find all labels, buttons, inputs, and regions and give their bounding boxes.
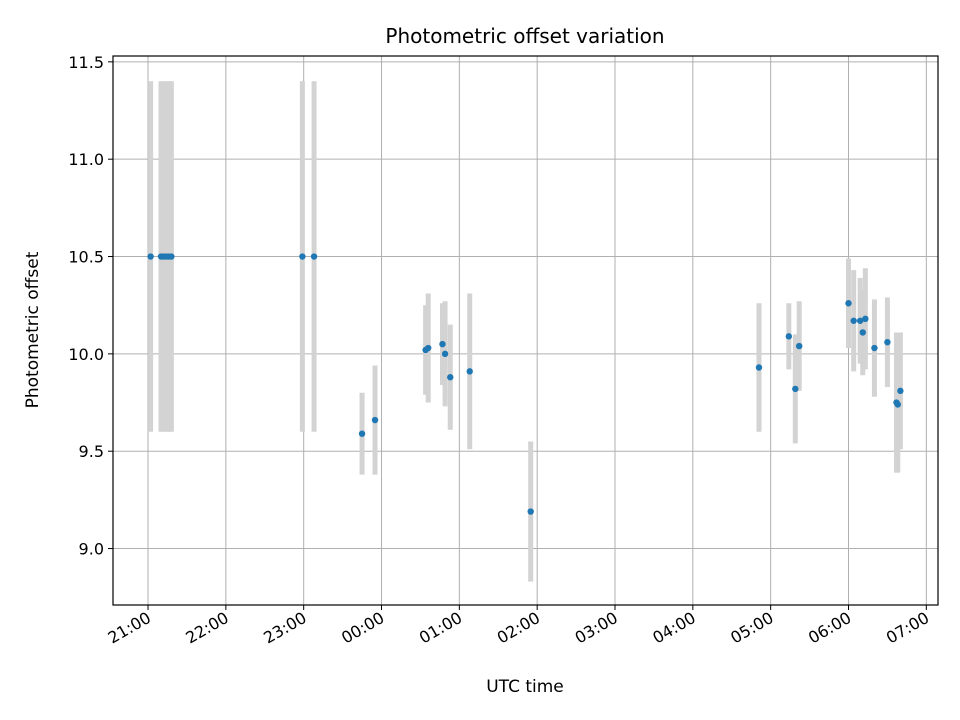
data-point: [147, 253, 154, 260]
y-tick-label: 11.0: [68, 150, 104, 169]
data-point: [871, 344, 878, 352]
y-axis-ticks: 9.0 9.5 10.0 10.5 11.0 11.5: [68, 53, 113, 559]
data-point: [796, 342, 803, 350]
y-tick-label: 11.5: [68, 53, 104, 72]
data-point: [310, 253, 318, 260]
data-point: [358, 430, 366, 437]
data-point: [527, 508, 534, 515]
data-point: [894, 401, 901, 408]
x-axis-title: UTC time: [486, 677, 564, 697]
data-point: [755, 364, 763, 371]
data-point: [425, 344, 432, 352]
chart-title: Photometric offset variation: [385, 24, 664, 48]
y-tick-label: 10.0: [68, 345, 104, 364]
data-point: [859, 329, 866, 336]
plot-frame: [112, 55, 939, 606]
data-point: [447, 374, 454, 381]
data-points: [147, 253, 904, 515]
data-point: [897, 387, 904, 395]
data-point: [371, 416, 379, 424]
data-point: [441, 350, 449, 358]
y-tick-label: 9.0: [79, 540, 104, 559]
y-tick-label: 9.5: [79, 442, 104, 461]
data-point: [466, 368, 473, 375]
data-point: [299, 253, 306, 260]
data-point: [785, 333, 793, 340]
data-point: [856, 317, 864, 324]
y-tick-label: 10.5: [68, 248, 104, 267]
data-point: [168, 253, 175, 260]
data-point: [850, 317, 857, 324]
data-point: [792, 385, 799, 393]
data-point: [862, 315, 869, 323]
data-point: [439, 340, 446, 348]
data-point: [884, 338, 891, 346]
data-point: [845, 300, 852, 307]
y-axis-title: Photometric offset: [23, 251, 43, 408]
